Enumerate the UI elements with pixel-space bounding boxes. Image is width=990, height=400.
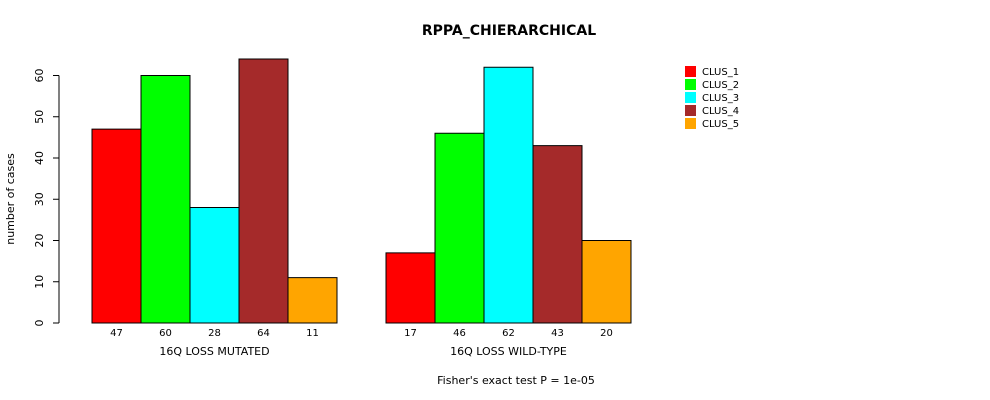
legend-swatch-clus_4 bbox=[685, 105, 696, 116]
y-tick-label: 50 bbox=[33, 110, 46, 124]
y-axis-label: number of cases bbox=[4, 153, 17, 245]
y-tick-label: 10 bbox=[33, 275, 46, 289]
bar-value-label: 60 bbox=[159, 328, 172, 339]
bar-1-clus_4 bbox=[532, 145, 583, 324]
bar-value-label: 62 bbox=[502, 328, 515, 339]
bar-1-clus_3 bbox=[483, 66, 534, 324]
bar-value-label: 20 bbox=[600, 328, 613, 339]
bar-value-label: 17 bbox=[404, 328, 417, 339]
legend-label: CLUS_1 bbox=[702, 67, 739, 78]
y-tick-label: 20 bbox=[33, 234, 46, 248]
bar-1-clus_2 bbox=[434, 132, 485, 324]
legend-swatch-clus_5 bbox=[685, 118, 696, 129]
bar-0-clus_3 bbox=[189, 207, 240, 324]
bar-0-clus_4 bbox=[238, 58, 289, 324]
bar-0-clus_1 bbox=[91, 128, 142, 324]
legend-label: CLUS_4 bbox=[702, 106, 739, 117]
y-tick-label: 30 bbox=[33, 192, 46, 206]
group-label: 16Q LOSS WILD-TYPE bbox=[450, 345, 567, 358]
bar-value-label: 28 bbox=[208, 328, 221, 339]
bar-1-clus_5 bbox=[581, 240, 632, 324]
bar-value-label: 47 bbox=[110, 328, 123, 339]
chart-title: RPPA_CHIERARCHICAL bbox=[422, 23, 596, 39]
bar-0-clus_2 bbox=[140, 75, 191, 324]
group-label: 16Q LOSS MUTATED bbox=[159, 345, 269, 358]
y-tick-label: 60 bbox=[33, 69, 46, 83]
bar-value-label: 11 bbox=[306, 328, 319, 339]
bar-value-label: 46 bbox=[453, 328, 466, 339]
legend: CLUS_1 CLUS_2 CLUS_3 CLUS_4 CLUS_5 bbox=[685, 66, 739, 130]
legend-label: CLUS_2 bbox=[702, 80, 739, 91]
legend-label: CLUS_3 bbox=[702, 93, 739, 104]
y-axis: 0 10 20 30 40 50 60 bbox=[33, 69, 60, 327]
bar-value-label: 43 bbox=[551, 328, 564, 339]
footnote: Fisher's exact test P = 1e-05 bbox=[437, 374, 595, 387]
bars: 47 60 28 64 11 16Q LOSS MUTATED 17 46 62 43 20 16Q … bbox=[91, 58, 632, 358]
legend-label: CLUS_5 bbox=[702, 119, 739, 130]
y-tick-label: 40 bbox=[33, 151, 46, 165]
legend-swatch-clus_1 bbox=[685, 66, 696, 77]
legend-swatch-clus_2 bbox=[685, 79, 696, 90]
bar-1-clus_1 bbox=[385, 252, 436, 324]
y-tick-label: 0 bbox=[33, 320, 46, 327]
legend-swatch-clus_3 bbox=[685, 92, 696, 103]
bar-value-label: 64 bbox=[257, 328, 270, 339]
bar-0-clus_5 bbox=[287, 277, 338, 324]
